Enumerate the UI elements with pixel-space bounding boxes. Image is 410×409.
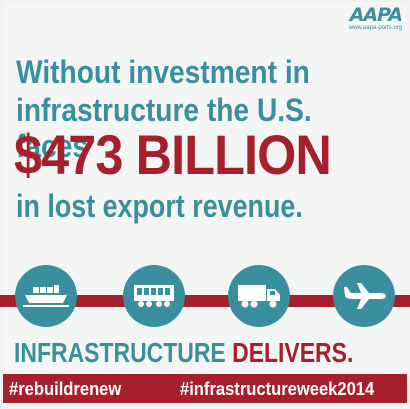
logo-url: www.aapa-ports.org bbox=[348, 25, 402, 31]
ship-icon bbox=[15, 265, 77, 327]
connector-rail bbox=[0, 295, 410, 307]
truck-icon bbox=[228, 265, 290, 327]
train-icon bbox=[123, 265, 185, 327]
tagline-part-1: INFRASTRUCTURE bbox=[14, 337, 233, 368]
logo-text: AAPA bbox=[349, 4, 403, 26]
tagline-part-2: DELIVERS. bbox=[232, 337, 354, 368]
hashtag-infrastructureweek: #infrastructureweek2014 bbox=[180, 379, 375, 399]
headline-line-2: infrastructure the U.S. faces bbox=[16, 92, 312, 164]
tagline: INFRASTRUCTURE DELIVERS. bbox=[14, 337, 353, 369]
card-panel bbox=[3, 3, 407, 406]
hashtag-footer: #rebuildrenew #infrastructureweek2014 bbox=[3, 374, 407, 403]
hashtag-rebuildrenew: #rebuildrenew bbox=[9, 379, 122, 399]
airplane-icon bbox=[333, 265, 395, 327]
headline-line-3: in lost export revenue. bbox=[16, 188, 303, 224]
headline-amount: $473 BILLION bbox=[14, 123, 332, 186]
headline-line-1: Without investment in bbox=[16, 54, 310, 90]
aapa-logo: AAPA www.aapa-ports.org bbox=[348, 4, 403, 32]
